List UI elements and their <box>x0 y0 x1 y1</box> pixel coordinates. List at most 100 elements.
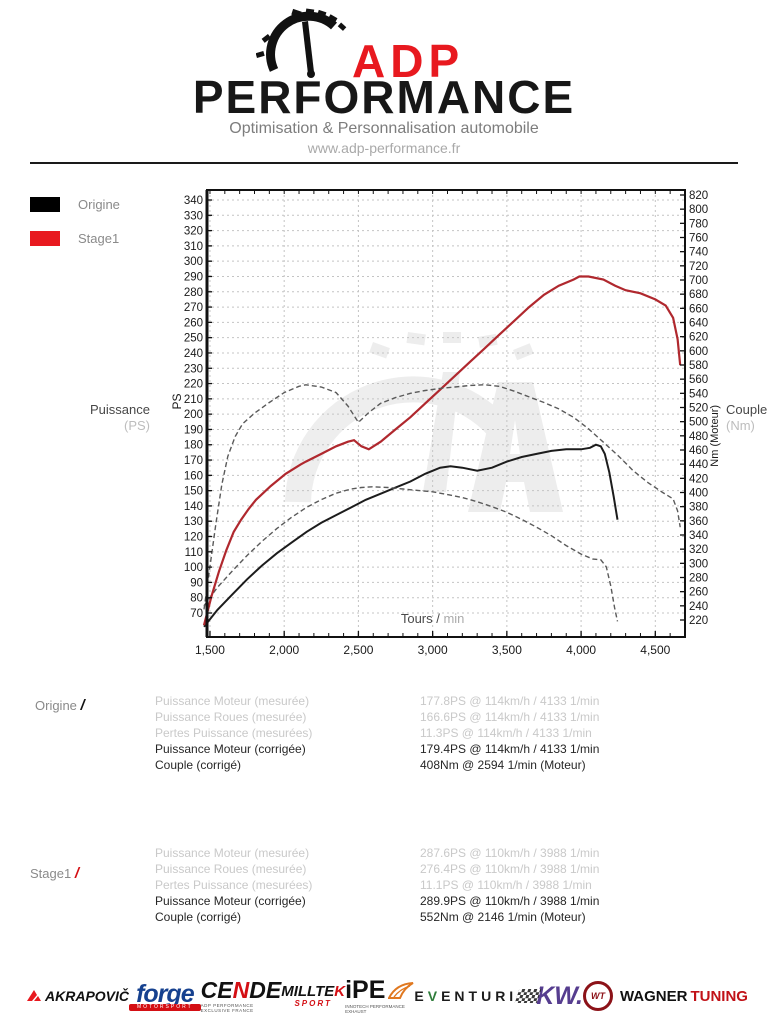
result-row-value: 11.3PS @ 114km/h / 4133 1/min <box>420 726 592 740</box>
svg-text:500: 500 <box>689 417 708 429</box>
svg-text:150: 150 <box>184 486 203 498</box>
result-row: Puissance Roues (mesurée) 166.6PS @ 114km… <box>155 709 715 725</box>
legend-swatch-stage1 <box>30 231 60 246</box>
cende-text-accent: N <box>232 977 250 1003</box>
legend-label-stage1: Stage1 <box>78 231 120 246</box>
svg-text:340: 340 <box>689 530 708 542</box>
svg-text:420: 420 <box>689 473 708 485</box>
result-row-label: Puissance Moteur (corrigée) <box>155 742 306 756</box>
result-group-stage1-slash: / <box>74 865 79 882</box>
logo-akrapovic: AKRAPOVIČ <box>26 988 129 1004</box>
eventuri-text-post: ENTURI <box>441 988 518 1004</box>
svg-text:540: 540 <box>689 388 708 400</box>
gauge-logo-icon <box>256 8 347 78</box>
svg-text:560: 560 <box>689 374 708 386</box>
svg-text:360: 360 <box>689 516 708 528</box>
result-row: Couple (corrigé) 552Nm @ 2146 1/min (Mote… <box>155 909 715 925</box>
svg-text:3,500: 3,500 <box>492 643 522 657</box>
result-row: Puissance Moteur (mesurée) 177.8PS @ 114k… <box>155 693 715 709</box>
svg-text:90: 90 <box>190 577 203 589</box>
brand-performance: PERFORMANCE <box>192 71 576 123</box>
right-axis-caption-unit: (Nm) <box>726 418 755 433</box>
cende-subtext: ADP PERFORMANCE EXCLUSIVE FRANCE <box>200 1003 254 1013</box>
svg-text:4,000: 4,000 <box>566 643 596 657</box>
svg-text:230: 230 <box>184 363 203 375</box>
logo-wagnertuning: WT WAGNER TUNING <box>582 981 748 1011</box>
svg-text:740: 740 <box>689 247 708 259</box>
x-axis-label: Tours / min <box>401 611 465 626</box>
result-row-value: 276.4PS @ 110km/h / 3988 1/min <box>420 862 600 876</box>
legend-label-origine: Origine <box>78 197 120 212</box>
result-group-stage1-label: Stage1 <box>30 866 72 881</box>
result-rows-origine: Puissance Moteur (mesurée) 177.8PS @ 114k… <box>155 693 715 773</box>
legend-item-origine: Origine <box>30 197 120 212</box>
result-group-stage1: Stage1 / <box>30 865 79 882</box>
svg-text:280: 280 <box>689 573 708 585</box>
eventuri-text-accent: V <box>427 988 442 1004</box>
svg-text:310: 310 <box>184 241 203 253</box>
ipe-text: iPE <box>345 976 386 1004</box>
svg-text:180: 180 <box>184 440 203 452</box>
tagline: Optimisation & Personnalisation automobi… <box>229 120 539 137</box>
svg-text:70: 70 <box>190 608 203 620</box>
svg-text:4,500: 4,500 <box>640 643 670 657</box>
svg-text:780: 780 <box>689 218 708 230</box>
wagner-text-accent: TUNING <box>690 987 748 1005</box>
result-row-label: Puissance Moteur (mesurée) <box>155 694 310 708</box>
svg-text:130: 130 <box>184 516 203 528</box>
result-row-label: Puissance Moteur (corrigée) <box>155 894 306 908</box>
svg-text:200: 200 <box>184 409 203 421</box>
svg-text:520: 520 <box>689 403 708 415</box>
svg-text:260: 260 <box>184 317 203 329</box>
legend-item-stage1: Stage1 <box>30 231 119 246</box>
forge-subtext: MOTORSPORT <box>129 1003 201 1011</box>
result-row-value: 552Nm @ 2146 1/min (Moteur) <box>420 910 586 924</box>
svg-text:700: 700 <box>689 275 708 287</box>
svg-text:820: 820 <box>689 190 708 202</box>
result-row: Pertes Puissance (mesurées) 11.3PS @ 114k… <box>155 725 715 741</box>
svg-text:580: 580 <box>689 360 708 372</box>
milltek-subtext: SPORT <box>294 999 332 1008</box>
svg-text:320: 320 <box>689 544 708 556</box>
series-stage1-puissance-ps- <box>202 275 682 626</box>
logo-cende: CE N DE ADP PERFORMANCE EXCLUSIVE FRANCE <box>201 979 282 1013</box>
svg-text:220: 220 <box>689 615 708 627</box>
result-row-label: Pertes Puissance (mesurées) <box>155 726 313 740</box>
svg-text:800: 800 <box>689 204 708 216</box>
svg-text:220: 220 <box>184 379 203 391</box>
svg-text:640: 640 <box>689 318 708 330</box>
result-row: Puissance Moteur (corrigée) 289.9PS @ 110… <box>155 893 715 909</box>
svg-text:260: 260 <box>689 587 708 599</box>
left-axis-caption-unit: (PS) <box>124 418 150 433</box>
svg-text:460: 460 <box>689 445 708 457</box>
svg-text:190: 190 <box>184 424 203 436</box>
logo-milltek: MILLTE K SPORT <box>281 984 345 1008</box>
svg-text:240: 240 <box>689 601 708 613</box>
result-row-value: 289.9PS @ 110km/h / 3988 1/min <box>420 894 600 908</box>
svg-text:100: 100 <box>184 562 203 574</box>
svg-text:210: 210 <box>184 394 203 406</box>
svg-text:160: 160 <box>184 470 203 482</box>
result-row: Pertes Puissance (mesurées) 11.1PS @ 110k… <box>155 877 715 893</box>
dyno-chart: 70 80 90 100 110 120 130 140 150 160 170 180 190 200 2… <box>170 189 721 657</box>
header-divider <box>30 162 738 164</box>
svg-text:440: 440 <box>689 459 708 471</box>
result-row-value: 408Nm @ 2594 1/min (Moteur) <box>420 758 586 772</box>
series-origine-couple-nm- <box>203 486 619 622</box>
svg-text:110: 110 <box>185 547 203 559</box>
cende-text-pre: CE <box>200 977 233 1003</box>
svg-text:170: 170 <box>184 455 203 467</box>
svg-text:320: 320 <box>184 226 203 238</box>
svg-text:140: 140 <box>184 501 203 513</box>
result-row-label: Pertes Puissance (mesurées) <box>155 878 313 892</box>
right-axis-unit-label: Nm (Moteur) <box>709 405 721 467</box>
kw-text: KW. <box>536 981 583 1010</box>
svg-text:290: 290 <box>184 271 203 283</box>
svg-text:480: 480 <box>689 431 708 443</box>
legend-swatch-origine <box>30 197 60 212</box>
series-origine-puissance-ps- <box>203 443 619 628</box>
svg-text:620: 620 <box>689 332 708 344</box>
result-row: Puissance Roues (mesurée) 276.4PS @ 110km… <box>155 861 715 877</box>
logo-eventuri: E V ENTURI <box>414 989 517 1003</box>
